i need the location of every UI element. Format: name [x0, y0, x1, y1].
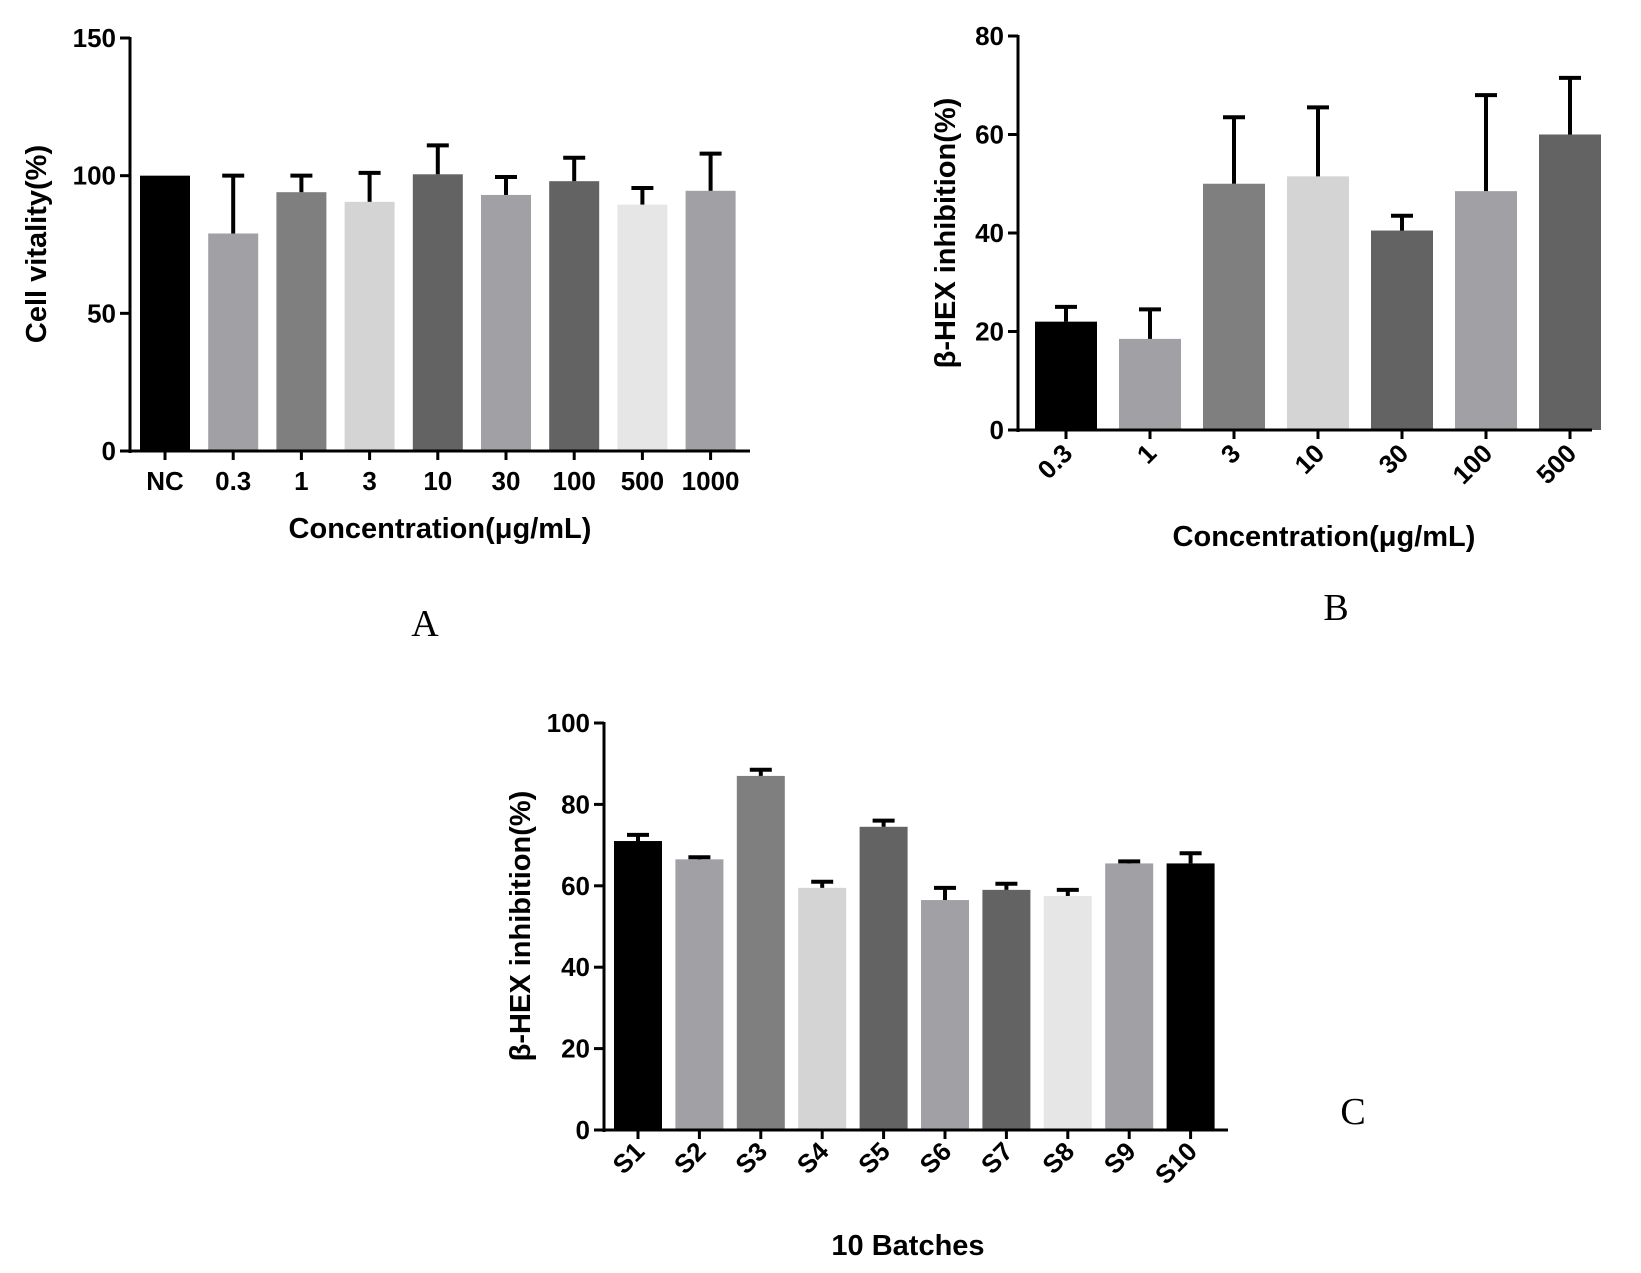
y-tick-label: 100 — [73, 161, 116, 191]
bar-500 — [617, 204, 668, 451]
bar-30 — [1371, 230, 1433, 430]
chart-panel-b: 0 20 40 60 80 0.3 1 3 10 30 100 500 Concentration(μg… — [930, 21, 1601, 553]
x-tick-label: 3 — [1215, 438, 1246, 469]
bar-s5 — [859, 826, 908, 1130]
x-axis-title: Concentration(μg/mL) — [1173, 521, 1476, 553]
bar-3 — [344, 201, 395, 451]
x-tick-label: 0.3 — [215, 466, 251, 496]
y-tick-label: 20 — [975, 317, 1004, 347]
x-tick-label: S7 — [975, 1136, 1019, 1180]
x-tick-label: NC — [146, 466, 184, 496]
bar-s6 — [921, 900, 969, 1130]
bar-10 — [412, 174, 463, 452]
bar-s8 — [1043, 895, 1092, 1130]
y-tick-label: 20 — [561, 1034, 590, 1064]
bar-1 — [276, 192, 327, 452]
y-axis-title: β-HEX inhibition(%) — [505, 791, 537, 1062]
x-tick-label: 30 — [492, 466, 521, 496]
bar-nc — [140, 175, 190, 451]
x-tick-label: 10 — [423, 466, 452, 496]
panel-letter-b: B — [1323, 587, 1348, 629]
x-tick-label: S9 — [1098, 1136, 1142, 1180]
bar-100 — [1455, 191, 1517, 430]
bar-1000 — [685, 190, 736, 451]
x-tick-label: 100 — [1446, 438, 1498, 490]
y-tick-label: 60 — [975, 120, 1004, 150]
bar-0.3 — [208, 233, 259, 451]
x-tick-label: S3 — [729, 1136, 773, 1180]
x-tick-label: S4 — [791, 1136, 835, 1180]
y-axis-title: β-HEX inhibition(%) — [930, 98, 962, 369]
y-tick-label: 80 — [975, 21, 1004, 51]
y-tick-label: 150 — [73, 23, 116, 53]
y-tick-label: 80 — [561, 789, 590, 819]
bar-10 — [1287, 176, 1349, 430]
x-tick-label: S2 — [668, 1136, 712, 1180]
x-tick-label: S5 — [852, 1136, 896, 1180]
x-tick-label: S6 — [914, 1136, 958, 1180]
bar-30 — [481, 194, 531, 451]
y-tick-label: 40 — [561, 952, 590, 982]
x-axis-title: 10 Batches — [831, 1230, 984, 1262]
bar-0.3 — [1035, 321, 1097, 430]
x-tick-label: 1 — [1131, 438, 1162, 469]
x-tick-label: S10 — [1149, 1136, 1203, 1190]
chart-panel-a: 0 50 100 150 NC 0.3 1 3 10 30 100 500 1000 Concentrat… — [21, 23, 750, 545]
bar-1 — [1119, 338, 1181, 430]
x-tick-label: 10 — [1289, 438, 1331, 480]
x-tick-label: 1000 — [682, 466, 740, 496]
x-tick-label: 500 — [621, 466, 664, 496]
x-tick-label: 500 — [1530, 438, 1582, 490]
y-tick-label: 60 — [561, 871, 590, 901]
bar-s4 — [798, 887, 847, 1130]
x-tick-label: S8 — [1036, 1136, 1080, 1180]
y-axis-title: Cell vitality(%) — [21, 145, 53, 343]
x-tick-label: 30 — [1373, 438, 1415, 480]
bar-100 — [549, 181, 600, 451]
y-tick-label: 0 — [102, 436, 116, 466]
bar-3 — [1203, 183, 1265, 430]
y-tick-label: 50 — [87, 298, 116, 328]
x-axis-title: Concentration(μg/mL) — [289, 513, 592, 545]
panel-letter-c: C — [1340, 1091, 1365, 1133]
y-tick-label: 0 — [990, 415, 1004, 445]
bar-s1 — [614, 841, 662, 1130]
bar-500 — [1539, 134, 1601, 430]
y-tick-label: 100 — [547, 708, 590, 738]
bar-s3 — [736, 775, 785, 1130]
chart-panel-c: 0 20 40 60 80 100 S1 S2 S3 S4 S5 S6 S7 S8 S9 S10 10 Batc… — [505, 708, 1228, 1262]
x-tick-label: 0.3 — [1031, 438, 1078, 485]
y-tick-label: 0 — [576, 1115, 590, 1145]
x-tick-label: S1 — [607, 1136, 651, 1180]
panel-letter-a: A — [411, 603, 439, 645]
y-tick-label: 40 — [975, 218, 1004, 248]
x-tick-label: 3 — [362, 466, 376, 496]
bar-s2 — [675, 859, 724, 1130]
bar-s10 — [1166, 863, 1215, 1130]
bar-s9 — [1105, 863, 1154, 1130]
x-tick-label: 1 — [294, 466, 308, 496]
bar-s7 — [982, 889, 1031, 1130]
x-tick-label: 100 — [553, 466, 596, 496]
